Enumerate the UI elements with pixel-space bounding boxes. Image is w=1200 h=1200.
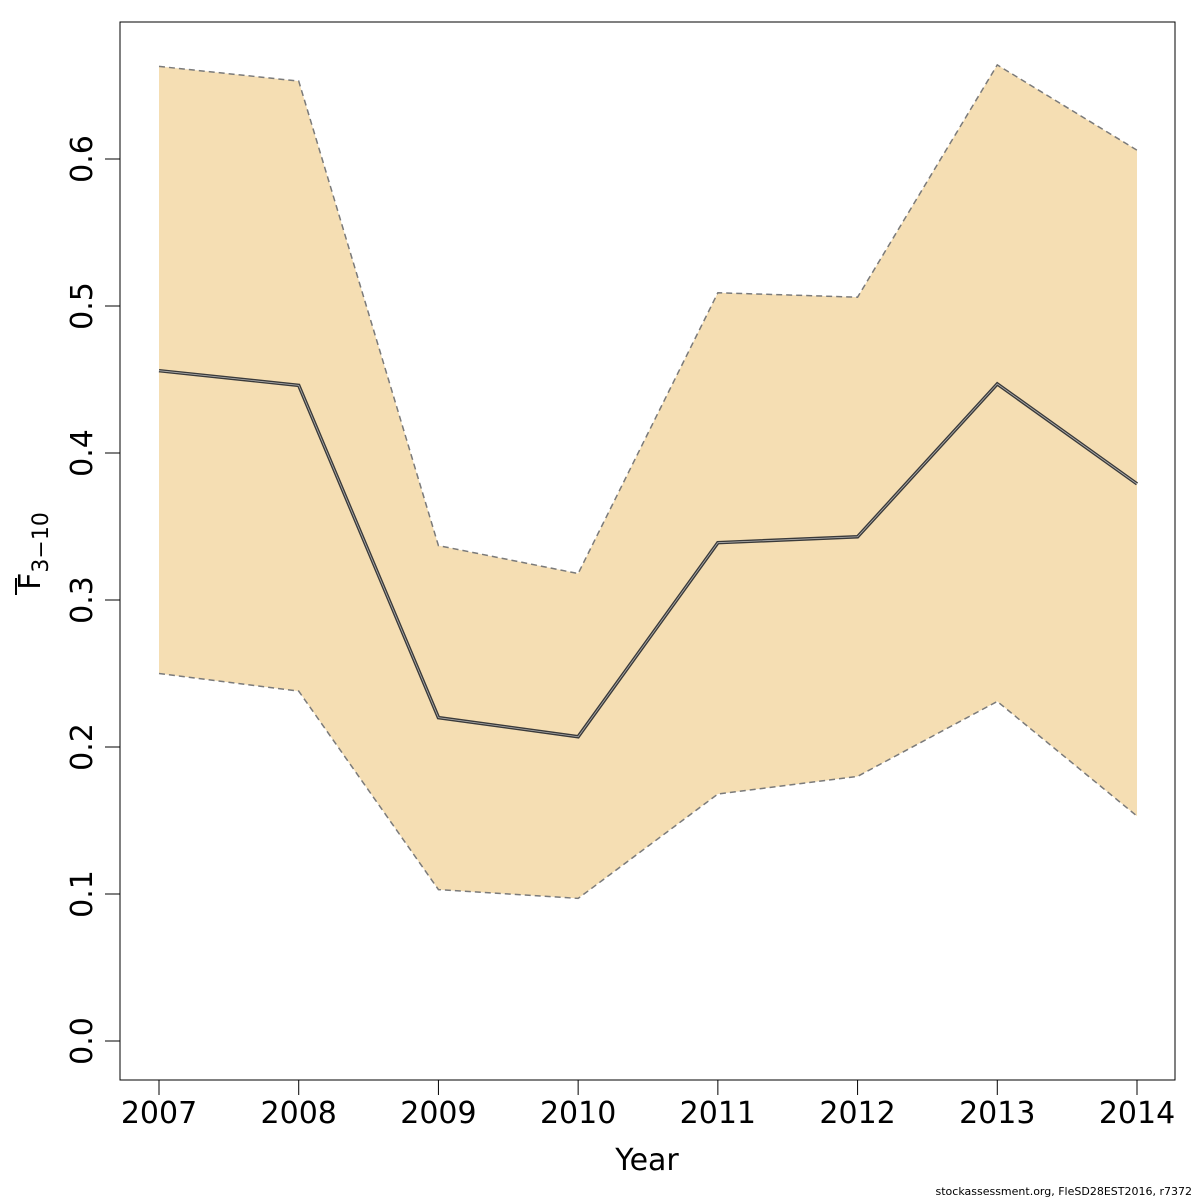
x-tick-label: 2008 (261, 1096, 337, 1131)
y-axis-title: F3−10 (13, 512, 54, 595)
upper-bound-line (158, 63, 1138, 575)
y-axis: 0.0 0.1 0.2 0.3 0.4 0.5 0.6 (65, 135, 121, 1065)
svg-text:F3−10: F3−10 (13, 512, 54, 590)
y-tick-label: 0.6 (65, 135, 100, 183)
y-tick-label: 0.0 (65, 1017, 100, 1065)
lower-bound-line (158, 672, 1138, 900)
y-tick-label: 0.3 (65, 576, 100, 624)
y-axis-title-subscript: 3−10 (29, 512, 54, 572)
x-axis-title: Year (614, 1143, 679, 1178)
y-tick-label: 0.4 (65, 429, 100, 477)
footer-credit: stockassessment.org, FleSD28EST2016, r73… (935, 1185, 1193, 1198)
series-line-layer (158, 63, 1139, 900)
x-tick-label: 2007 (121, 1096, 197, 1131)
confidence-band (159, 64, 1137, 899)
y-tick-label: 0.1 (65, 870, 100, 918)
estimate-line-highlight (158, 370, 1138, 738)
x-tick-label: 2012 (819, 1096, 895, 1131)
confidence-band-layer (159, 64, 1137, 899)
x-tick-label: 2010 (540, 1096, 616, 1131)
x-tick-label: 2013 (959, 1096, 1035, 1131)
y-tick-label: 0.2 (65, 723, 100, 771)
x-tick-label: 2009 (400, 1096, 476, 1131)
x-axis: 2007 2008 2009 2010 2011 2012 2013 2014 (121, 1079, 1175, 1131)
x-tick-label: 2011 (680, 1096, 756, 1131)
y-tick-label: 0.5 (65, 282, 100, 330)
x-tick-label: 2014 (1099, 1096, 1175, 1131)
y-axis-title-base: F (13, 573, 48, 590)
